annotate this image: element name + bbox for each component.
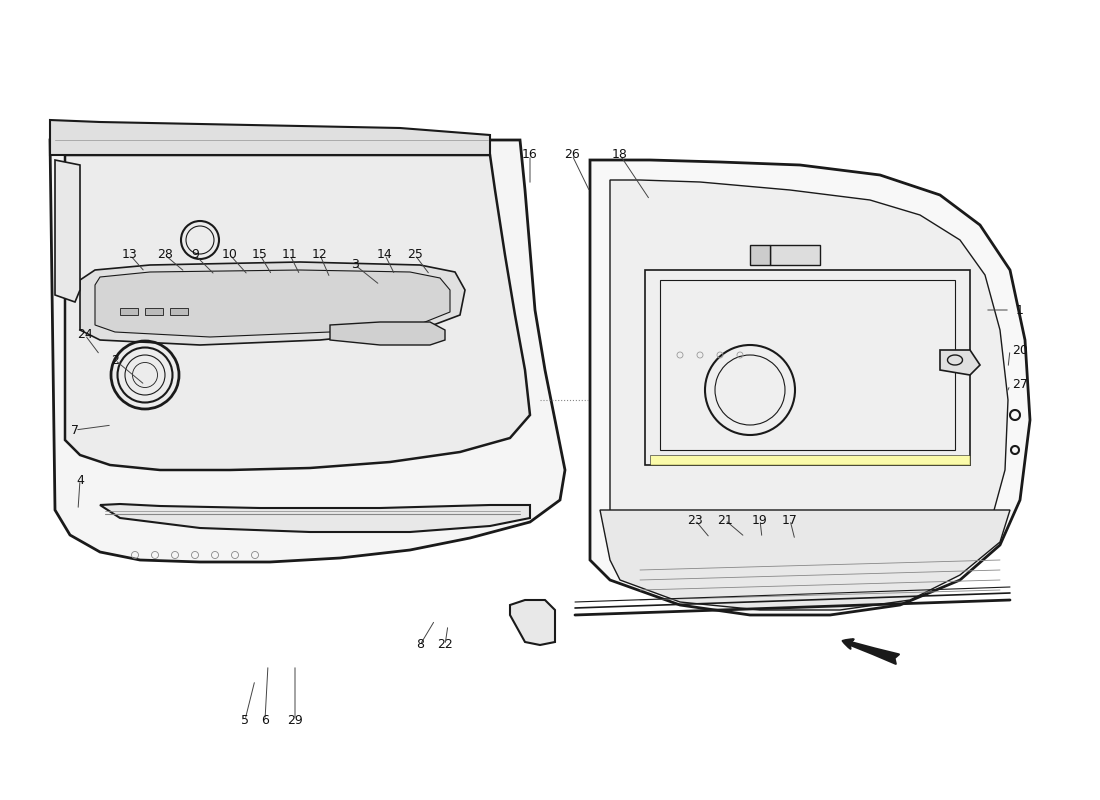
Text: 18: 18 — [612, 149, 628, 162]
Text: 6: 6 — [261, 714, 268, 726]
Text: 28: 28 — [157, 249, 173, 262]
Text: 1: 1 — [1016, 303, 1024, 317]
Polygon shape — [50, 120, 490, 155]
Polygon shape — [770, 245, 820, 265]
Text: 22: 22 — [437, 638, 453, 651]
Text: 23: 23 — [688, 514, 703, 526]
Polygon shape — [650, 455, 970, 465]
Text: 17: 17 — [782, 514, 797, 526]
Text: 21: 21 — [717, 514, 733, 526]
Polygon shape — [750, 245, 770, 265]
Text: 29: 29 — [287, 714, 303, 726]
Text: a passion for parts: a passion for parts — [228, 415, 513, 445]
Polygon shape — [940, 350, 980, 375]
Text: 12: 12 — [312, 249, 328, 262]
Polygon shape — [590, 160, 1030, 615]
Polygon shape — [120, 308, 138, 315]
Text: 8: 8 — [416, 638, 424, 651]
Polygon shape — [145, 308, 163, 315]
Polygon shape — [100, 504, 530, 532]
Text: 25: 25 — [407, 249, 422, 262]
Polygon shape — [600, 510, 1010, 610]
Text: 15: 15 — [252, 249, 268, 262]
Polygon shape — [95, 270, 450, 337]
Text: 16: 16 — [522, 149, 538, 162]
Text: eEPC: eEPC — [84, 306, 516, 454]
Text: 24: 24 — [77, 329, 92, 342]
Text: 10: 10 — [222, 249, 238, 262]
Polygon shape — [510, 600, 556, 645]
Text: 19: 19 — [752, 514, 768, 526]
Text: 20: 20 — [1012, 343, 1027, 357]
Text: 27: 27 — [1012, 378, 1027, 391]
Text: 13: 13 — [122, 249, 138, 262]
Text: 11: 11 — [282, 249, 298, 262]
Text: 5: 5 — [241, 714, 249, 726]
Polygon shape — [170, 308, 188, 315]
Text: 26: 26 — [564, 149, 580, 162]
Polygon shape — [55, 160, 80, 302]
Polygon shape — [80, 262, 465, 345]
Text: 2: 2 — [111, 354, 119, 366]
Text: 7: 7 — [72, 423, 79, 437]
Text: 14: 14 — [377, 249, 393, 262]
Polygon shape — [330, 322, 446, 345]
Text: 9: 9 — [191, 249, 199, 262]
Polygon shape — [65, 155, 530, 470]
Polygon shape — [610, 180, 1008, 595]
Polygon shape — [50, 140, 565, 562]
Text: 4: 4 — [76, 474, 84, 486]
Text: 3: 3 — [351, 258, 359, 271]
